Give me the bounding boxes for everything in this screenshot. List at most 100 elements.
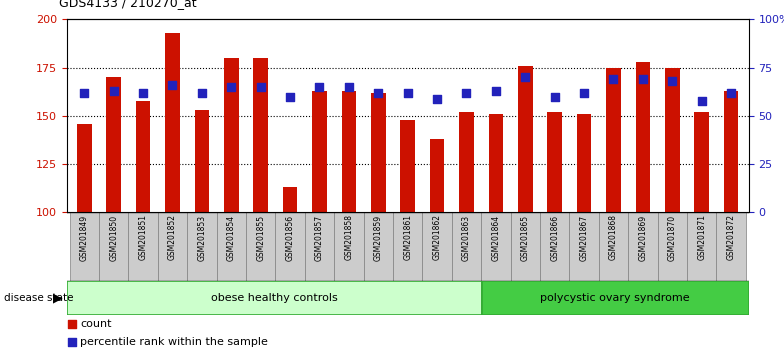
Point [430,96,443,101]
Bar [599,212,628,281]
Point [225,84,238,90]
Text: GSM201872: GSM201872 [727,215,735,261]
Bar [371,93,386,212]
Point [695,98,708,103]
Point [66,339,78,344]
Text: disease state: disease state [4,293,74,303]
Bar [401,120,415,212]
Point [78,90,90,96]
Point [254,84,267,90]
Bar [393,212,423,281]
Text: GSM201871: GSM201871 [697,215,706,261]
Bar [275,212,305,281]
Bar [283,187,297,212]
Bar [459,112,474,212]
Bar [577,114,591,212]
Text: ▶: ▶ [53,292,63,305]
Bar [665,68,680,212]
Bar [165,33,180,212]
Bar [547,112,562,212]
Text: percentile rank within the sample: percentile rank within the sample [80,337,268,347]
Text: GSM201870: GSM201870 [668,215,677,261]
Text: GSM201869: GSM201869 [638,215,648,261]
Point [195,90,208,96]
Bar [194,110,209,212]
Point [548,94,561,99]
Bar [224,58,238,212]
Text: GSM201866: GSM201866 [550,215,559,261]
Bar [430,139,445,212]
Bar [687,212,717,281]
Text: GSM201863: GSM201863 [462,215,471,261]
Text: GSM201856: GSM201856 [285,215,295,261]
Bar [342,91,356,212]
Text: count: count [80,319,112,329]
Bar [334,212,364,281]
Bar [158,212,187,281]
Bar [216,212,246,281]
Bar [510,212,540,281]
Bar [99,212,129,281]
Point [107,88,120,94]
Text: GSM201853: GSM201853 [198,215,206,261]
Bar [695,112,709,212]
Text: obese healthy controls: obese healthy controls [211,293,338,303]
Bar [658,212,687,281]
Point [637,76,649,82]
Bar [628,212,658,281]
Bar [606,68,621,212]
Text: GSM201868: GSM201868 [609,215,618,261]
Point [136,90,149,96]
Bar [77,124,92,212]
Bar [67,281,482,315]
Bar [452,212,481,281]
Bar [305,212,334,281]
Text: GSM201865: GSM201865 [521,215,530,261]
Bar [481,212,510,281]
Bar [364,212,393,281]
Bar [518,66,532,212]
Point [724,90,737,96]
Point [313,84,325,90]
Bar [636,62,650,212]
Text: GSM201864: GSM201864 [492,215,500,261]
Text: GSM201852: GSM201852 [168,215,177,261]
Bar [107,77,121,212]
Point [519,75,532,80]
Text: GSM201854: GSM201854 [227,215,236,261]
Bar [423,212,452,281]
Text: GDS4133 / 210270_at: GDS4133 / 210270_at [59,0,197,9]
Bar [187,212,216,281]
Bar [540,212,569,281]
Bar [717,212,746,281]
Point [489,88,502,94]
Text: GSM201849: GSM201849 [80,215,89,261]
Point [401,90,414,96]
Bar [488,114,503,212]
Bar [246,212,275,281]
Text: GSM201857: GSM201857 [315,215,324,261]
Bar [724,91,739,212]
Point [607,76,619,82]
Text: GSM201850: GSM201850 [109,215,118,261]
Point [578,90,590,96]
Point [460,90,473,96]
Text: GSM201862: GSM201862 [433,215,441,261]
Point [666,78,678,84]
Point [372,90,384,96]
Text: GSM201855: GSM201855 [256,215,265,261]
Bar [136,101,151,212]
Text: GSM201858: GSM201858 [344,215,354,261]
Bar [569,212,599,281]
Text: GSM201859: GSM201859 [374,215,383,261]
Bar [129,212,158,281]
Bar [482,281,749,315]
Text: polycystic ovary syndrome: polycystic ovary syndrome [540,293,690,303]
Point [66,321,78,327]
Point [166,82,179,88]
Text: GSM201867: GSM201867 [579,215,589,261]
Bar [70,212,99,281]
Text: GSM201861: GSM201861 [403,215,412,261]
Text: GSM201851: GSM201851 [139,215,147,261]
Bar [312,91,327,212]
